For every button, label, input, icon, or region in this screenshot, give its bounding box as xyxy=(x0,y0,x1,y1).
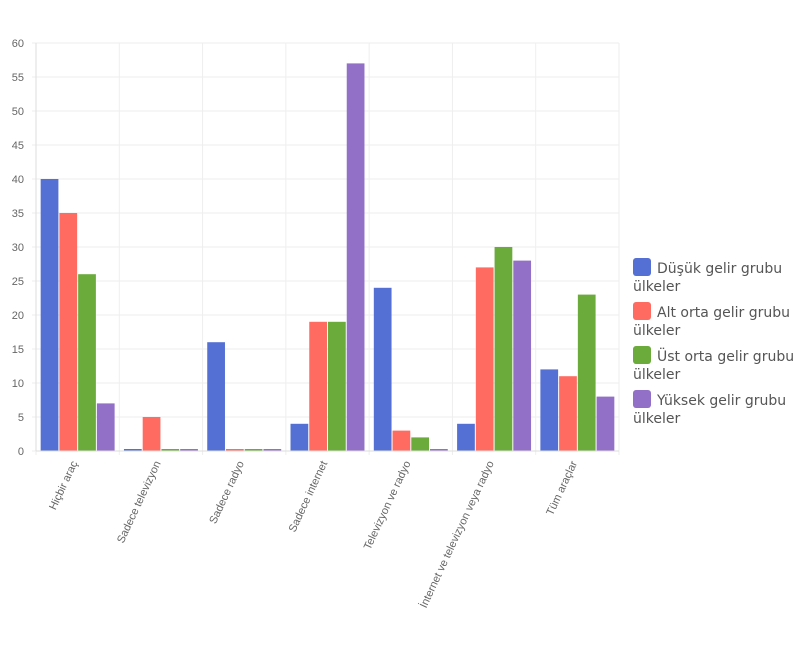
bar xyxy=(59,213,78,451)
bar xyxy=(373,287,392,451)
bar xyxy=(161,449,180,451)
y-axis-ticks: 0 5 10 15 20 25 30 35 40 45 50 55 60 xyxy=(12,38,24,458)
bar xyxy=(244,449,263,451)
y-tick-label: 5 xyxy=(18,412,24,424)
legend-swatch xyxy=(633,258,651,276)
y-tick-label: 55 xyxy=(12,72,24,84)
bar xyxy=(559,376,577,451)
legend-label: Yüksek gelir grubu ülkeler xyxy=(633,393,787,427)
bar xyxy=(78,274,96,451)
bar xyxy=(430,449,448,451)
bar xyxy=(392,430,411,451)
x-tick-label: Sadece televizyon xyxy=(115,459,164,545)
legend-label: Üst orta gelir grubu ülkeler xyxy=(633,349,795,383)
bar xyxy=(494,247,513,451)
legend-label: Düşük gelir grubu ülkeler xyxy=(633,261,783,295)
legend-swatch xyxy=(633,302,651,320)
x-tick-label: Hiçbir araç xyxy=(47,459,80,512)
bar xyxy=(328,321,346,451)
x-tick-label: İnternet ve televizyon veya radyo xyxy=(417,459,497,610)
y-tick-label: 50 xyxy=(12,106,24,118)
y-tick-label: 0 xyxy=(18,446,24,458)
bar xyxy=(309,321,327,451)
bar xyxy=(475,267,494,451)
bar xyxy=(263,449,282,451)
y-tick-label: 15 xyxy=(12,344,24,356)
bar xyxy=(513,260,532,451)
bar xyxy=(96,403,115,451)
bar xyxy=(225,449,244,451)
axes xyxy=(35,43,619,452)
bar xyxy=(207,342,225,451)
bars xyxy=(40,63,615,452)
x-tick-label: Sadece internet xyxy=(287,459,330,534)
x-tick-label: Televizyon ve radyo xyxy=(362,459,414,552)
y-tick-label: 60 xyxy=(12,38,24,50)
y-tick-label: 20 xyxy=(12,310,24,322)
legend-item[interactable]: Düşük gelir grubu ülkeler xyxy=(633,258,798,296)
y-tick-label: 10 xyxy=(12,378,24,390)
legend: Düşük gelir grubu ülkeler Alt orta gelir … xyxy=(633,258,798,434)
bar xyxy=(123,449,142,451)
legend-item[interactable]: Alt orta gelir grubu ülkeler xyxy=(633,302,798,340)
y-tick-label: 45 xyxy=(12,140,24,152)
legend-item[interactable]: Yüksek gelir grubu ülkeler xyxy=(633,390,798,428)
x-tick-label: Tüm araçlar xyxy=(544,459,580,518)
bar xyxy=(290,423,309,451)
bar xyxy=(180,449,198,451)
legend-item[interactable]: Üst orta gelir grubu ülkeler xyxy=(633,346,798,384)
legend-swatch xyxy=(633,346,651,364)
bar xyxy=(577,294,596,451)
bar xyxy=(346,63,365,452)
x-tick-label: Sadece radyo xyxy=(207,459,247,526)
y-tick-label: 35 xyxy=(12,208,24,220)
bar xyxy=(142,417,161,451)
bar xyxy=(40,179,59,451)
x-axis-ticks: Hiçbir araç Sadece televizyon Sadece radyo… xyxy=(47,459,580,610)
bar xyxy=(540,369,559,451)
y-tick-label: 30 xyxy=(12,242,24,254)
bar xyxy=(457,423,475,451)
bar xyxy=(596,396,615,451)
y-tick-label: 25 xyxy=(12,276,24,288)
bar xyxy=(411,437,430,451)
legend-label: Alt orta gelir grubu ülkeler xyxy=(633,305,791,339)
legend-swatch xyxy=(633,390,651,408)
y-tick-label: 40 xyxy=(12,174,24,186)
